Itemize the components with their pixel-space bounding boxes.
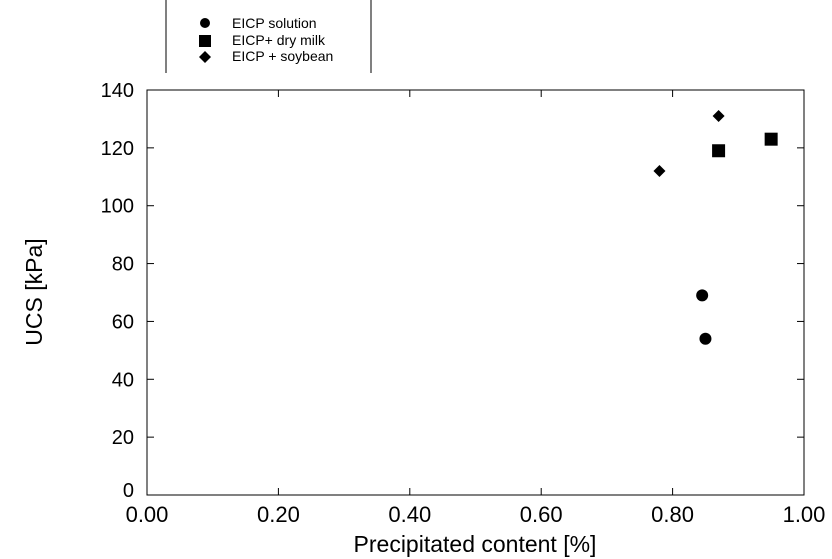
x-axis-label: Precipitated content [%]	[354, 531, 597, 557]
data-point-eicp-dry-milk	[712, 144, 726, 158]
data-point-eicp-dry-milk	[764, 132, 778, 146]
legend-marker-eicp-solution	[200, 18, 210, 28]
y-tick-label: 80	[112, 254, 134, 276]
plot-frame	[146, 89, 805, 496]
data-point-eicp-soybean	[712, 110, 725, 123]
legend: EICP solution EICP+ dry milk EICP + soyb…	[165, 0, 372, 73]
x-tick-label: 0.80	[651, 502, 694, 527]
data-points	[653, 110, 778, 345]
x-tick-label: 1.00	[783, 502, 826, 527]
legend-label-eicp-dry-milk: EICP+ dry milk	[232, 32, 326, 48]
y-tick-label: 100	[101, 196, 134, 218]
legend-marker-eicp-dry-milk	[199, 35, 211, 47]
x-tick-label: 0.20	[257, 502, 300, 527]
y-tick-label: 60	[112, 311, 134, 333]
data-point-eicp-soybean	[653, 165, 666, 177]
x-tick-label: 0.60	[520, 502, 563, 527]
x-tick-label: 0.00	[126, 502, 169, 527]
data-point-eicp-solution	[699, 332, 712, 345]
legend-label-eicp-soybean: EICP + soybean	[232, 48, 333, 64]
legend-marker-eicp-soybean	[199, 51, 211, 63]
y-tick-label: 120	[101, 138, 134, 160]
data-point-eicp-solution	[696, 289, 709, 302]
y-tick-label: 140	[101, 80, 134, 102]
legend-label-eicp-solution: EICP solution	[232, 15, 317, 31]
y-axis-ticks: 0 20 40 60 80 100 120 140	[101, 80, 804, 502]
y-tick-label: 0	[123, 480, 134, 502]
y-tick-label: 40	[112, 369, 134, 391]
y-axis-label: UCS [kPa]	[21, 238, 47, 345]
y-tick-label: 20	[112, 427, 134, 449]
x-axis-ticks: 0.00 0.20 0.40 0.60 0.80 1.00	[126, 90, 826, 527]
x-tick-label: 0.40	[388, 502, 431, 527]
